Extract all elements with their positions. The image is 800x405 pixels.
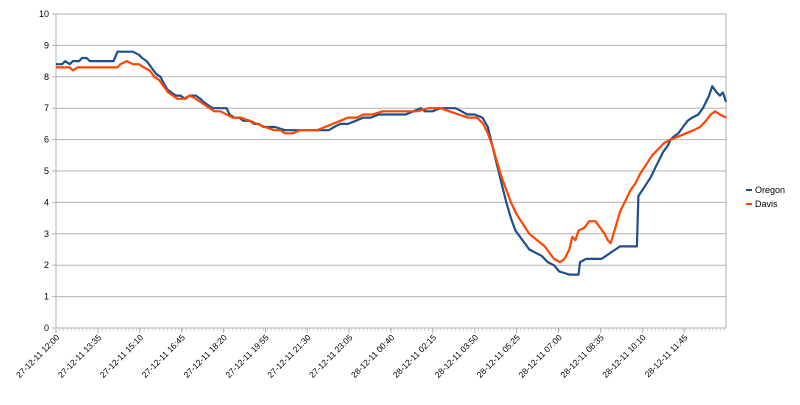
x-tick-label: 28-12-11 00:40 bbox=[349, 332, 397, 380]
legend: Oregon Davis bbox=[746, 185, 785, 209]
y-tick-label: 2 bbox=[44, 260, 49, 270]
x-tick-label: 28-12-11 11:45 bbox=[643, 332, 690, 379]
y-tick-label: 8 bbox=[44, 72, 49, 82]
y-tick-label: 0 bbox=[44, 323, 49, 333]
legend-label-davis: Davis bbox=[755, 199, 778, 209]
x-tick-label: 28-12-11 05:25 bbox=[475, 332, 523, 380]
series-line-oregon bbox=[56, 50, 728, 276]
y-tick-label: 9 bbox=[44, 40, 49, 50]
x-tick-label: 27-12-11 12:00 bbox=[14, 332, 62, 380]
series-line-davis bbox=[56, 60, 727, 264]
x-tick-label: 27-12-11 21:30 bbox=[265, 332, 313, 380]
x-tick-label: 27-12-11 15:10 bbox=[98, 332, 146, 380]
x-tick-label: 28-12-11 07:00 bbox=[517, 332, 565, 380]
y-tick-label: 5 bbox=[44, 166, 49, 176]
x-tick-label: 27-12-11 16:45 bbox=[140, 332, 188, 380]
y-tick-label: 7 bbox=[44, 103, 49, 113]
x-tick-label: 27-12-11 19:55 bbox=[223, 332, 271, 380]
x-tick-label: 27-12-11 18:20 bbox=[182, 332, 230, 380]
x-tick-label: 28-12-11 10:10 bbox=[600, 332, 648, 380]
x-tick-label: 28-12-11 02:15 bbox=[391, 332, 439, 380]
legend-label-oregon: Oregon bbox=[755, 185, 785, 195]
x-tick-label: 27-12-11 13:35 bbox=[56, 332, 104, 380]
x-tick-label: 28-12-11 03:50 bbox=[433, 332, 481, 380]
y-tick-label: 1 bbox=[44, 292, 49, 302]
x-tick-label: 28-12-11 08:35 bbox=[558, 332, 606, 380]
y-tick-label: 4 bbox=[44, 197, 49, 207]
y-tick-label: 3 bbox=[44, 229, 49, 239]
y-tick-label: 10 bbox=[39, 9, 49, 19]
y-tick-label: 6 bbox=[44, 135, 49, 145]
x-tick-label: 27-12-11 23:05 bbox=[307, 332, 355, 380]
